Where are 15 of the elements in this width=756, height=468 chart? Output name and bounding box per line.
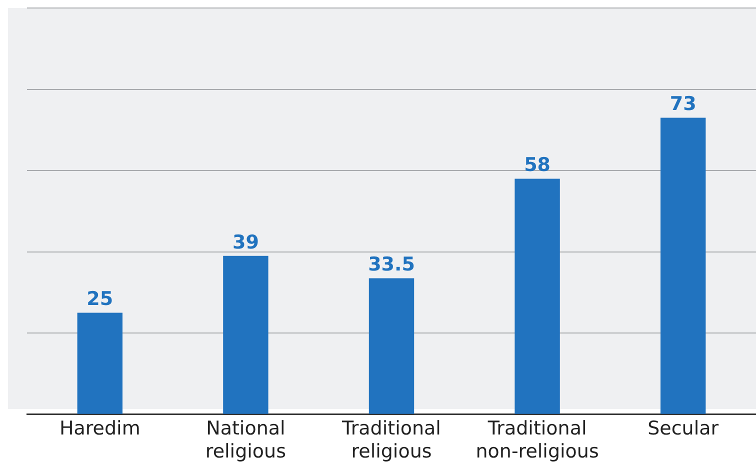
bar — [514, 178, 560, 414]
data-label: 58 — [524, 154, 551, 176]
bar — [77, 312, 122, 414]
data-label: 39 — [232, 231, 259, 254]
x-tick-label: Haredim — [59, 418, 140, 440]
bar — [368, 278, 414, 414]
bar — [223, 256, 268, 414]
data-label: 73 — [670, 93, 696, 116]
x-tick-label: National religious — [205, 418, 286, 463]
x-tick-label: Traditional non-religious — [476, 418, 599, 463]
x-tick-label: Secular — [648, 418, 719, 440]
data-label: 25 — [86, 288, 114, 310]
bar — [660, 118, 706, 414]
x-tick-label: Traditional religious — [341, 418, 441, 463]
data-label: 33.5 — [368, 254, 415, 276]
